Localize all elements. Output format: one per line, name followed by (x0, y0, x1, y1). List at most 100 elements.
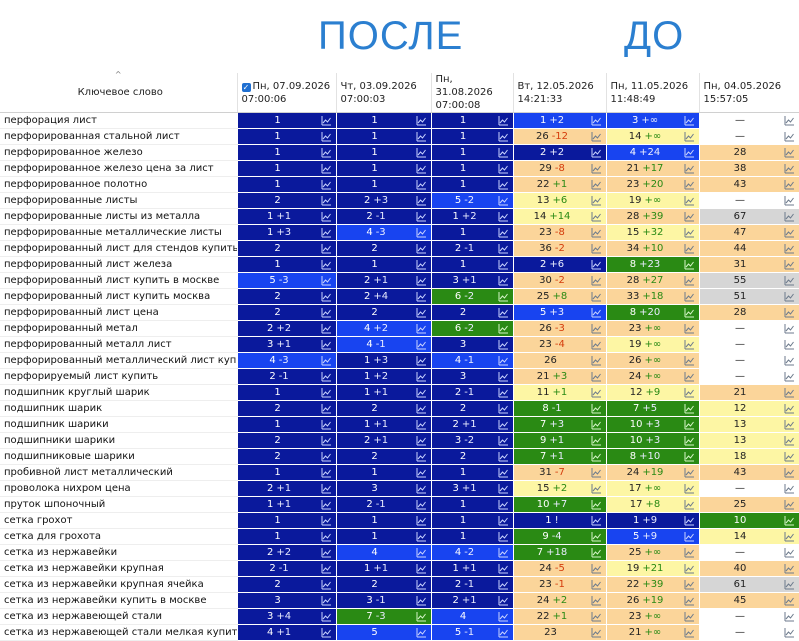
chart-icon[interactable] (591, 515, 602, 526)
chart-icon[interactable] (784, 515, 795, 526)
chart-icon[interactable] (591, 275, 602, 286)
chart-icon[interactable] (784, 611, 795, 622)
keyword-cell[interactable]: перфорированный лист железа (0, 256, 238, 273)
chart-icon[interactable] (321, 227, 332, 238)
chart-icon[interactable] (684, 227, 695, 238)
chart-icon[interactable] (591, 307, 602, 318)
chart-icon[interactable] (498, 323, 509, 334)
chart-icon[interactable] (684, 131, 695, 142)
chart-icon[interactable] (784, 563, 795, 574)
chart-icon[interactable] (416, 627, 427, 638)
chart-icon[interactable] (498, 371, 509, 382)
keyword-cell[interactable]: перфорированный лист для стендов купить (0, 240, 238, 257)
chart-icon[interactable] (498, 435, 509, 446)
keyword-cell[interactable]: перфорированные листы (0, 192, 238, 209)
chart-icon[interactable] (321, 179, 332, 190)
chart-icon[interactable] (321, 243, 332, 254)
chart-icon[interactable] (416, 259, 427, 270)
chart-icon[interactable] (784, 627, 795, 638)
chart-icon[interactable] (684, 611, 695, 622)
chart-icon[interactable] (498, 627, 509, 638)
keyword-cell[interactable]: перфорированное полотно (0, 176, 238, 193)
chart-icon[interactable] (784, 371, 795, 382)
chart-icon[interactable] (784, 595, 795, 606)
chart-icon[interactable] (591, 371, 602, 382)
date-column-header[interactable]: Пн, 11.05.2026 11:48:49 (606, 73, 700, 113)
chart-icon[interactable] (784, 355, 795, 366)
keyword-cell[interactable]: перфорированное железо (0, 144, 238, 161)
chart-icon[interactable] (784, 483, 795, 494)
chart-icon[interactable] (416, 163, 427, 174)
table-row[interactable]: перфорированная стальной лист 1 1 1 26 -12 14 +… (0, 128, 799, 145)
chart-icon[interactable] (784, 275, 795, 286)
chart-icon[interactable] (784, 291, 795, 302)
chart-icon[interactable] (498, 387, 509, 398)
chart-icon[interactable] (784, 323, 795, 334)
chart-icon[interactable] (591, 291, 602, 302)
chart-icon[interactable] (684, 483, 695, 494)
chart-icon[interactable] (416, 307, 427, 318)
table-row[interactable]: перфорированные листы 2 2 +3 5 -2 13 +6 19 +∞ — (0, 192, 799, 209)
chart-icon[interactable] (591, 403, 602, 414)
table-row[interactable]: перфорированный метал 2 +2 4 +2 6 -2 26 -3 23 +∞ — (0, 320, 799, 337)
chart-icon[interactable] (784, 403, 795, 414)
keyword-cell[interactable]: перфорированные металлические листы (0, 224, 238, 241)
chart-icon[interactable] (416, 579, 427, 590)
chart-icon[interactable] (684, 371, 695, 382)
keyword-cell[interactable]: сетка для грохота (0, 528, 238, 545)
chart-icon[interactable] (416, 499, 427, 510)
chart-icon[interactable] (416, 291, 427, 302)
chart-icon[interactable] (416, 211, 427, 222)
date-column-header[interactable]: Вт, 12.05.2026 14:21:33 (513, 73, 607, 113)
chart-icon[interactable] (321, 611, 332, 622)
keyword-cell[interactable]: пруток шпоночный (0, 496, 238, 513)
chart-icon[interactable] (321, 387, 332, 398)
chart-icon[interactable] (498, 419, 509, 430)
chart-icon[interactable] (684, 515, 695, 526)
chart-icon[interactable] (684, 259, 695, 270)
chart-icon[interactable] (321, 403, 332, 414)
chart-icon[interactable] (591, 387, 602, 398)
checkbox-checked-icon[interactable]: ✓ (241, 82, 251, 92)
keyword-cell[interactable]: подшипник шарики (0, 416, 238, 433)
chart-icon[interactable] (591, 243, 602, 254)
table-row[interactable]: перфорированное железо цена за лист 1 1 1 29… (0, 160, 799, 177)
keyword-cell[interactable]: сетка из нержавейки (0, 544, 238, 561)
keyword-cell[interactable]: пробивной лист металлический (0, 464, 238, 481)
chart-icon[interactable] (416, 275, 427, 286)
chart-icon[interactable] (591, 483, 602, 494)
keyword-cell[interactable]: сетка из нержавейки крупная (0, 560, 238, 577)
chart-icon[interactable] (498, 595, 509, 606)
chart-icon[interactable] (784, 179, 795, 190)
chart-icon[interactable] (416, 595, 427, 606)
chart-icon[interactable] (684, 435, 695, 446)
keyword-cell[interactable]: подшипник круглый шарик (0, 384, 238, 401)
chart-icon[interactable] (321, 563, 332, 574)
table-row[interactable]: перфорированный лист купить в москве 5 -3 2… (0, 272, 799, 289)
keyword-cell[interactable]: перфорированное железо цена за лист (0, 160, 238, 177)
chart-icon[interactable] (321, 547, 332, 558)
chart-icon[interactable] (416, 179, 427, 190)
chart-icon[interactable] (684, 563, 695, 574)
table-row[interactable]: сетка для грохота 1 1 1 9 -4 5 +9 14 (0, 528, 799, 545)
chart-icon[interactable] (498, 355, 509, 366)
chart-icon[interactable] (784, 435, 795, 446)
chart-icon[interactable] (684, 195, 695, 206)
chart-icon[interactable] (416, 195, 427, 206)
chart-icon[interactable] (416, 227, 427, 238)
chart-icon[interactable] (591, 259, 602, 270)
chart-icon[interactable] (784, 531, 795, 542)
table-row[interactable]: сетка из нержавеющей стали мелкая купить… (0, 624, 799, 641)
chart-icon[interactable] (321, 451, 332, 462)
chart-icon[interactable] (684, 291, 695, 302)
chart-icon[interactable] (498, 611, 509, 622)
table-row[interactable]: перфорация лист 1 1 1 1 +2 3 +∞ — (0, 112, 799, 129)
chart-icon[interactable] (321, 531, 332, 542)
keyword-cell[interactable]: перфорированный лист цена (0, 304, 238, 321)
chart-icon[interactable] (684, 163, 695, 174)
chart-icon[interactable] (498, 291, 509, 302)
chart-icon[interactable] (684, 355, 695, 366)
chart-icon[interactable] (684, 547, 695, 558)
chart-icon[interactable] (321, 211, 332, 222)
chart-icon[interactable] (784, 451, 795, 462)
